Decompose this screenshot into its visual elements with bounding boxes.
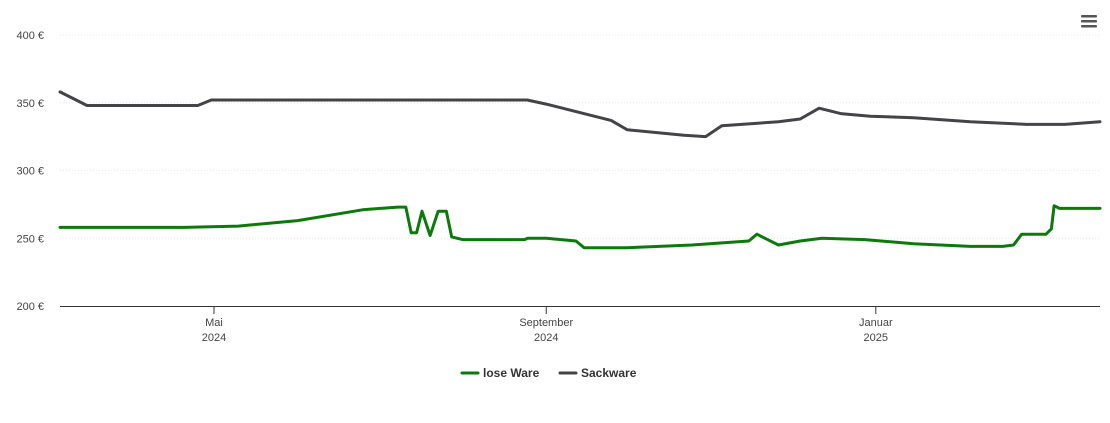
x-tick-year: 2025 (864, 332, 888, 344)
legend-item[interactable]: lose Ware (460, 366, 540, 380)
y-tick-label: 350 € (16, 98, 44, 110)
series-lines (58, 90, 1102, 250)
y-tick-label: 250 € (16, 233, 44, 245)
y-tick-label: 300 € (16, 166, 44, 178)
grid-lines (60, 34, 1100, 239)
x-tick-month: Januar (859, 317, 893, 329)
hamburger-menu-icon[interactable] (1077, 11, 1101, 33)
y-axis: 200 € 250 € 300 € 350 € 400 € (16, 30, 44, 313)
legend-label: lose Ware (483, 366, 540, 380)
legend-label: Sackware (581, 366, 637, 380)
x-tick-month: Mai (205, 317, 223, 329)
series-line-1[interactable] (58, 90, 1102, 139)
legend: lose Ware Sackware (460, 366, 637, 380)
series-line-0[interactable] (58, 204, 1102, 250)
y-tick-label: 200 € (16, 301, 44, 313)
x-tick-month: September (519, 317, 573, 329)
legend-item[interactable]: Sackware (558, 366, 637, 380)
x-axis: Mai 2024 September 2024 Januar 2025 (60, 306, 1100, 344)
y-tick-label: 400 € (16, 30, 44, 42)
x-tick-year: 2024 (202, 332, 226, 344)
x-tick-year: 2024 (534, 332, 558, 344)
